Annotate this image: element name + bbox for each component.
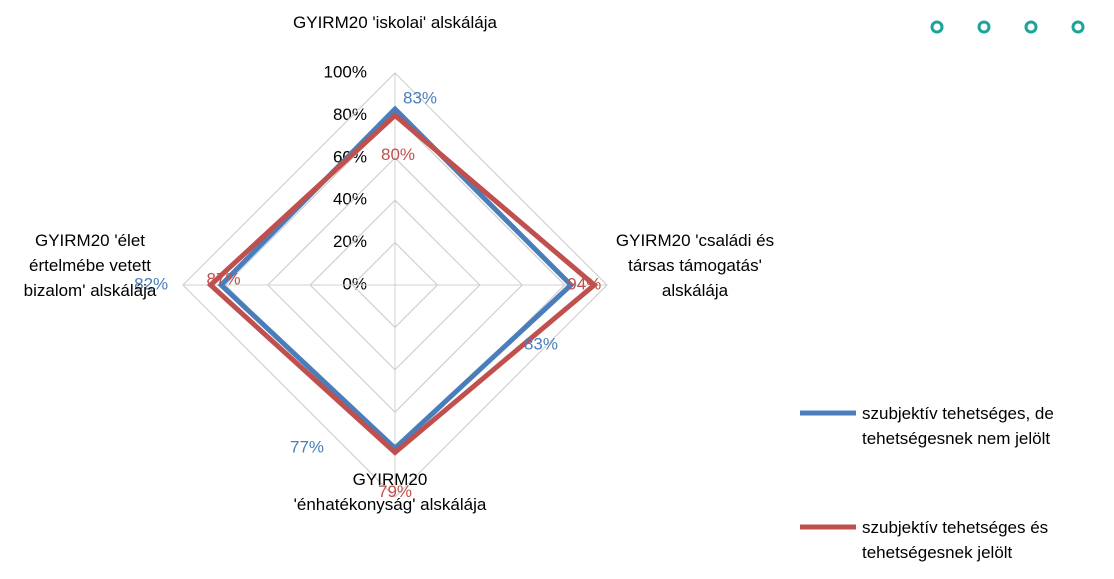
series-line [217, 105, 575, 452]
data-label: 83% [403, 89, 437, 108]
data-label: 79% [378, 482, 412, 501]
data-label: 87% [207, 269, 241, 288]
category-label: GYIRM20 'énhatékonyság' alskálája [293, 470, 487, 514]
r-tick-label: 40% [333, 190, 367, 209]
category-label: GYIRM20 'családi és társas támogatás' al… [615, 231, 775, 300]
category-label: GYIRM20 'iskolai' alskálája [293, 13, 497, 32]
data-label: 94% [567, 274, 601, 293]
legend-label: szubjektív tehetséges és tehetségesnek j… [862, 518, 1049, 562]
r-tick-label: 100% [324, 62, 367, 81]
decoration [930, 20, 1085, 34]
category-label: GYIRM20 'élet értelmébe vetett bizalom' … [23, 231, 157, 300]
r-tick-label: 80% [333, 105, 367, 124]
data-label: 82% [134, 274, 168, 293]
r-tick-label: 20% [333, 232, 367, 251]
data-label: 77% [290, 438, 324, 457]
data-label: 80% [381, 145, 415, 164]
r-tick-label: 0% [342, 274, 367, 293]
data-label: 83% [524, 334, 558, 353]
series-line [206, 112, 599, 456]
legend-label: szubjektív tehetséges, de tehetségesnek … [862, 404, 1054, 448]
